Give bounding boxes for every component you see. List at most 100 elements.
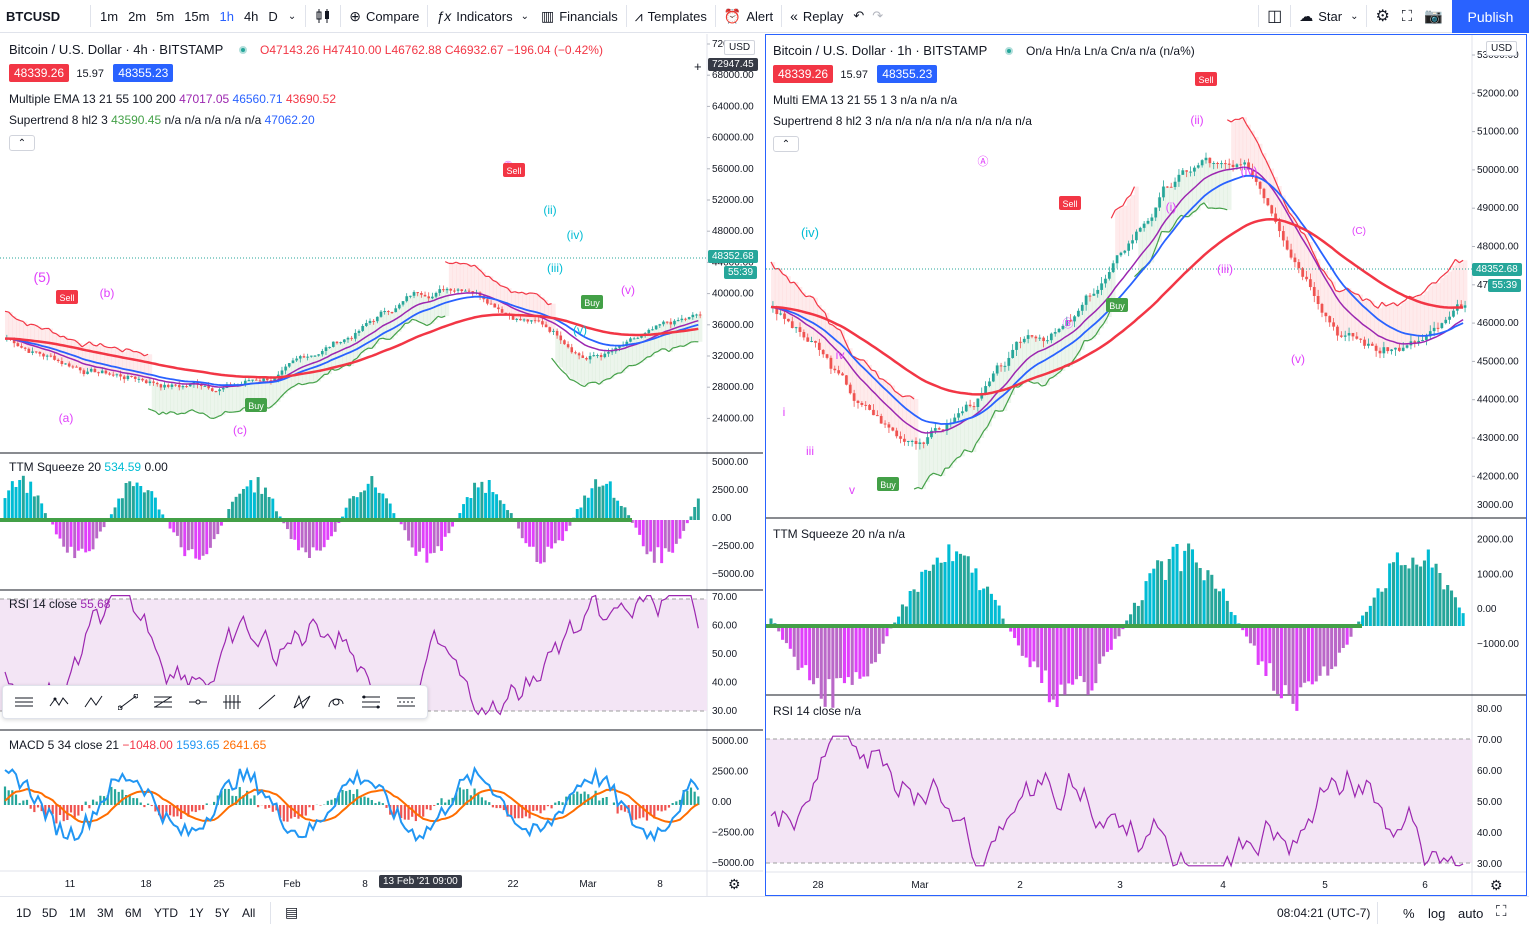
horizontal-lines-tool-icon[interactable] bbox=[11, 689, 37, 715]
interval-4h[interactable]: 4h bbox=[243, 8, 259, 24]
left-axis-settings-gear-icon[interactable]: ⚙ bbox=[728, 876, 741, 892]
horizontal-ray-tool-icon[interactable] bbox=[185, 689, 211, 715]
right-supertrend-segment bbox=[1029, 381, 1035, 384]
interval-1m[interactable]: 1m bbox=[100, 8, 119, 24]
indicators-button[interactable]: ƒx Indicators ⌄ bbox=[430, 0, 535, 33]
right-axis-settings-gear-icon[interactable]: ⚙ bbox=[1490, 877, 1503, 893]
left-chart[interactable]: 72000.0068000.0064000.0060000.0056000.00… bbox=[0, 34, 763, 896]
collapse-legend-button[interactable]: ⌃ bbox=[9, 135, 35, 151]
right-supertrend-legend[interactable]: Supertrend 8 hl2 3 n/a n/a n/a n/a n/a n… bbox=[773, 114, 1032, 128]
fullscreen-button[interactable]: ⛶ bbox=[1396, 0, 1419, 33]
financials-button[interactable]: ▥ Financials bbox=[535, 0, 624, 33]
right-ttm-legend[interactable]: TTM Squeeze 20 n/a n/a bbox=[773, 527, 906, 541]
left-supertrend-fill bbox=[485, 276, 490, 304]
range-YTD[interactable]: YTD bbox=[154, 906, 178, 920]
trend-line-tool-icon[interactable] bbox=[115, 689, 141, 715]
calendar-goto-icon[interactable]: ▤ bbox=[285, 904, 299, 920]
interval-2m[interactable]: 2m bbox=[128, 8, 147, 24]
range-1D[interactable]: 1D bbox=[16, 906, 32, 920]
snapshot-button[interactable]: 📷 bbox=[1418, 0, 1449, 33]
range-6M[interactable]: 6M bbox=[125, 906, 142, 920]
templates-button[interactable]: ⩘ Templates bbox=[629, 0, 713, 33]
left-supertrend-segment bbox=[595, 381, 600, 385]
ask-button[interactable]: 48355.23 bbox=[113, 64, 174, 82]
left-candle-body bbox=[67, 363, 71, 367]
fib-tool-icon[interactable] bbox=[150, 689, 176, 715]
right-supertrend-fill bbox=[863, 359, 869, 406]
bid-button[interactable]: 48339.26 bbox=[9, 64, 70, 82]
fullscreen-corner-icon[interactable]: ⛶ bbox=[1496, 903, 1507, 920]
xabcd-pattern-tool-icon[interactable] bbox=[289, 689, 315, 715]
left-symbol-title[interactable]: Bitcoin / U.S. Dollar · 4h · BITSTAMP bbox=[9, 42, 224, 57]
interval-D[interactable]: D bbox=[268, 8, 278, 24]
compare-button[interactable]: ⊕ Compare bbox=[343, 0, 425, 33]
rsi-legend[interactable]: RSI 14 close 55.68 bbox=[9, 597, 110, 611]
parallel-channel-tool-icon[interactable] bbox=[358, 689, 384, 715]
right-supertrend-segment bbox=[1122, 198, 1128, 207]
range-1Y[interactable]: 1Y bbox=[189, 906, 204, 920]
add-crosshair-icon[interactable]: + bbox=[690, 58, 706, 75]
publish-button[interactable]: Publish bbox=[1452, 0, 1529, 33]
layout-button[interactable]: ◫ bbox=[1261, 0, 1288, 33]
right-candle-body bbox=[1088, 295, 1092, 297]
right-supertrend-fill bbox=[937, 429, 942, 475]
right-ema-legend[interactable]: Multi EMA 13 21 55 1 3 n/a n/a n/a bbox=[773, 93, 958, 107]
pattern-tool-icon[interactable] bbox=[46, 689, 72, 715]
ema-legend[interactable]: Multiple EMA 13 21 55 100 200 47017.05 4… bbox=[9, 92, 336, 106]
interval-15m[interactable]: 15m bbox=[184, 8, 210, 24]
percent-scale-toggle[interactable]: % bbox=[1403, 906, 1415, 921]
line-tool-icon[interactable] bbox=[254, 689, 280, 715]
right-price-tick: 43000.00 bbox=[1477, 433, 1519, 444]
alert-button[interactable]: ⏰ Alert bbox=[718, 0, 779, 33]
replay-button[interactable]: «Replay bbox=[784, 0, 849, 33]
chart-type-button[interactable] bbox=[308, 0, 338, 33]
right-chart[interactable]: 5 3000.00 52000.00 51000.00 50000.00 49000.00… bbox=[765, 34, 1527, 896]
undo-button[interactable]: ↶ bbox=[853, 8, 865, 23]
range-1M[interactable]: 1M bbox=[69, 906, 86, 920]
range-3M[interactable]: 3M bbox=[97, 906, 114, 920]
right-supertrend-fill bbox=[975, 398, 981, 444]
settings-button[interactable]: ⚙ bbox=[1369, 0, 1395, 33]
auto-scale-toggle[interactable]: auto bbox=[1458, 906, 1484, 921]
left-supertrend-fill bbox=[643, 333, 648, 361]
star-button[interactable]: ☁ Star ⌄ bbox=[1293, 0, 1364, 33]
supertrend-legend[interactable]: Supertrend 8 hl2 3 43590.45 n/a n/a n/a … bbox=[9, 113, 315, 127]
ttm-legend[interactable]: TTM Squeeze 20 534.59 0.00 bbox=[9, 460, 168, 474]
right-chart-canvas[interactable]: 5 3000.00 52000.00 51000.00 50000.00 49000.00… bbox=[766, 35, 1527, 895]
right-supertrend-segment bbox=[793, 281, 799, 288]
symbol-search[interactable]: BTCUSD bbox=[6, 8, 61, 24]
right-rsi-legend[interactable]: RSI 14 close n/a bbox=[773, 704, 862, 718]
interval-dropdown-icon[interactable]: ⌄ bbox=[287, 10, 297, 22]
left-legend-header: Bitcoin / U.S. Dollar · 4h · BITSTAMP O4… bbox=[9, 42, 603, 57]
right-wave-label: iii bbox=[806, 444, 814, 458]
currency-label[interactable]: USD bbox=[1486, 41, 1518, 56]
range-5Y[interactable]: 5Y bbox=[215, 906, 230, 920]
currency-label[interactable]: USD bbox=[724, 40, 756, 55]
right-wave-label: (i) bbox=[1166, 200, 1177, 214]
collapse-legend-button[interactable]: ⌃ bbox=[773, 136, 799, 152]
redo-button[interactable]: ↷ bbox=[872, 8, 884, 23]
abcd-pattern-tool-icon[interactable] bbox=[81, 689, 107, 715]
vertical-lines-tool-icon[interactable] bbox=[219, 689, 245, 715]
range-5D[interactable]: 5D bbox=[42, 906, 58, 920]
macd-legend[interactable]: MACD 5 34 close 21 −1048.00 1593.65 2641… bbox=[9, 738, 266, 752]
log-scale-toggle[interactable]: log bbox=[1428, 906, 1446, 921]
right-supertrend-segment bbox=[879, 377, 884, 380]
ruler-tool-icon[interactable] bbox=[393, 689, 419, 715]
right-supertrend-segment bbox=[1211, 207, 1216, 210]
right-symbol-title[interactable]: Bitcoin / U.S. Dollar · 1h · BITSTAMP bbox=[773, 43, 988, 58]
range-All[interactable]: All bbox=[242, 906, 256, 920]
clock-timezone[interactable]: 08:04:21 (UTC-7) bbox=[1277, 906, 1371, 920]
right-supertrend-segment bbox=[1249, 130, 1255, 138]
interval-1h[interactable]: 1h bbox=[219, 8, 234, 24]
right-supertrend-fill bbox=[1347, 287, 1352, 334]
left-supertrend-segment bbox=[511, 291, 516, 294]
interval-5m[interactable]: 5m bbox=[156, 8, 175, 24]
curve-tool-icon[interactable] bbox=[323, 689, 349, 715]
left-candle-body bbox=[328, 346, 331, 348]
left-candle-body bbox=[299, 356, 302, 359]
right-supertrend-segment bbox=[1331, 281, 1337, 291]
ask-button[interactable]: 48355.23 bbox=[877, 65, 938, 83]
left-candle-body bbox=[684, 318, 687, 320]
bid-button[interactable]: 48339.26 bbox=[773, 65, 834, 83]
